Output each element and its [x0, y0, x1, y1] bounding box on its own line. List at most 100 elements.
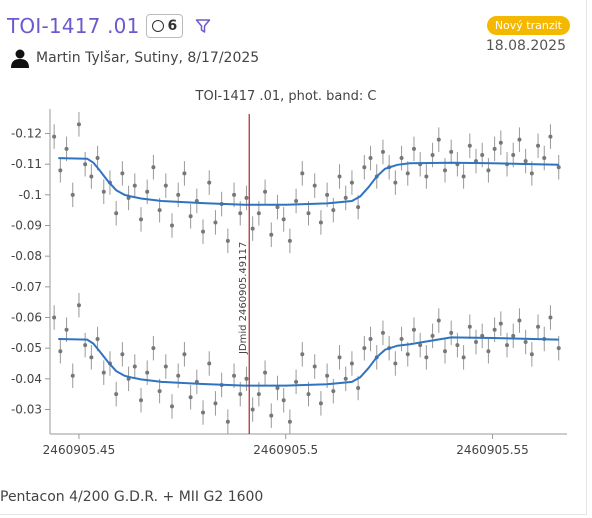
data-point	[58, 168, 63, 173]
jdmid-label: JDmid 2460905.49117	[238, 242, 249, 355]
data-point	[356, 205, 361, 210]
data-point	[256, 392, 261, 397]
data-point	[325, 192, 330, 197]
data-point	[138, 217, 143, 222]
data-point	[461, 174, 466, 179]
data-point	[120, 352, 125, 357]
data-point	[337, 355, 342, 360]
data-point	[405, 171, 410, 176]
data-point	[300, 171, 305, 176]
data-point	[393, 361, 398, 366]
data-point	[405, 352, 410, 357]
data-point	[287, 238, 292, 243]
data-point	[312, 364, 317, 369]
observation-count: 6	[167, 18, 178, 34]
data-point	[343, 195, 348, 200]
data-point	[349, 361, 354, 366]
circle-icon	[151, 20, 164, 32]
data-point	[76, 303, 81, 308]
data-point	[170, 404, 175, 409]
data-point	[511, 333, 516, 338]
data-point	[83, 343, 88, 348]
data-point	[498, 321, 503, 326]
data-point	[492, 327, 497, 332]
data-point	[306, 392, 311, 397]
data-point	[343, 376, 348, 381]
y-tick-label: -0.03	[11, 402, 42, 416]
y-tick-label: -0.11	[11, 157, 42, 171]
data-point	[523, 159, 528, 164]
data-point	[207, 180, 212, 185]
data-point	[337, 174, 342, 179]
data-point	[95, 336, 100, 341]
data-point	[188, 395, 193, 400]
data-point	[232, 192, 237, 197]
data-point	[213, 220, 218, 225]
y-tick-label: -0.07	[11, 280, 42, 294]
data-point	[132, 183, 137, 188]
data-point	[89, 174, 94, 179]
data-point	[536, 143, 541, 148]
user-icon	[11, 49, 29, 68]
data-point	[263, 370, 268, 375]
data-point	[294, 198, 299, 203]
y-tick-label: -0.08	[11, 249, 42, 263]
data-point	[238, 211, 243, 216]
x-tick-label: 2460905.45	[43, 443, 116, 457]
data-point	[368, 156, 373, 161]
observation-count-badge: 6	[145, 14, 184, 38]
data-point	[225, 419, 230, 424]
data-point	[256, 211, 261, 216]
data-point	[163, 364, 168, 369]
data-point	[287, 419, 292, 424]
data-point	[480, 152, 485, 157]
data-point	[556, 346, 561, 351]
observer-info: Martin Tylšar, Sutiny, 8/17/2025	[36, 50, 260, 66]
data-point	[157, 389, 162, 394]
data-point	[411, 327, 416, 332]
data-point	[461, 355, 466, 360]
observation-date: 18.08.2025	[485, 38, 566, 54]
data-point	[523, 340, 528, 345]
data-point	[331, 389, 336, 394]
equipment-info: Pentacon 4/200 G.D.R. + MII G2 1600	[0, 489, 264, 505]
data-point	[418, 343, 423, 348]
data-point	[556, 165, 561, 170]
data-point	[362, 165, 367, 170]
data-point	[442, 168, 447, 173]
data-point	[436, 137, 441, 142]
data-point	[76, 122, 81, 127]
data-point	[238, 392, 243, 397]
data-point	[188, 214, 193, 219]
data-point	[318, 401, 323, 406]
data-point	[201, 410, 206, 415]
chart-title: TOI-1417 .01, phot. band: C	[195, 89, 377, 104]
y-tick-label: -0.12	[11, 127, 42, 141]
data-point	[132, 364, 137, 369]
data-point	[449, 330, 454, 335]
data-point	[182, 171, 187, 176]
data-point	[101, 370, 106, 375]
data-point	[83, 162, 88, 167]
data-point	[442, 349, 447, 354]
data-point	[225, 238, 230, 243]
data-point	[170, 223, 175, 228]
data-point	[281, 217, 286, 222]
x-tick-label: 2460905.55	[456, 443, 529, 457]
data-point	[511, 152, 516, 157]
data-point	[114, 392, 119, 397]
data-point	[356, 386, 361, 391]
data-point	[176, 373, 181, 378]
data-point	[232, 373, 237, 378]
filter-icon[interactable]	[195, 18, 211, 34]
data-point	[548, 315, 553, 320]
data-point	[486, 168, 491, 173]
data-point	[269, 413, 274, 418]
data-point	[536, 324, 541, 329]
model-fit-line	[58, 157, 559, 206]
data-point	[275, 205, 280, 210]
data-point	[393, 180, 398, 185]
data-point	[455, 343, 460, 348]
target-title[interactable]: TOI-1417 .01	[7, 14, 140, 38]
